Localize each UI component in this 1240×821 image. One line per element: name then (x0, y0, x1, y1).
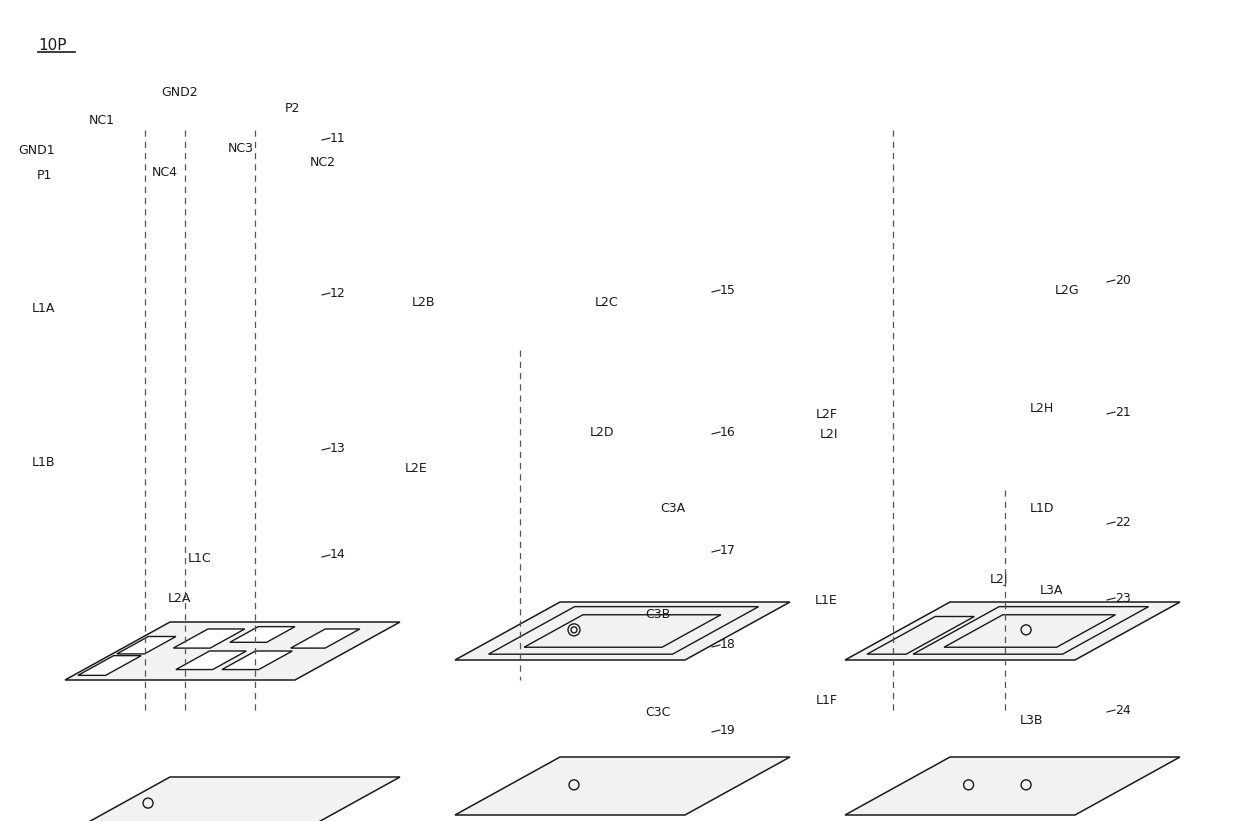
Text: L2F: L2F (816, 409, 838, 421)
Text: L2J: L2J (990, 574, 1008, 586)
Text: L2H: L2H (1030, 401, 1054, 415)
Text: 20: 20 (1115, 273, 1131, 287)
Text: L3B: L3B (1021, 713, 1044, 727)
Polygon shape (455, 602, 790, 660)
Polygon shape (455, 757, 790, 815)
Text: P2: P2 (285, 102, 300, 114)
Polygon shape (64, 622, 401, 680)
Text: L1F: L1F (816, 694, 838, 707)
Polygon shape (117, 636, 176, 654)
Text: L1C: L1C (188, 552, 212, 565)
Text: NC1: NC1 (89, 113, 115, 126)
Polygon shape (176, 651, 247, 670)
Text: 14: 14 (330, 548, 346, 562)
Polygon shape (844, 602, 1180, 660)
Polygon shape (114, 796, 157, 810)
Text: 12: 12 (330, 287, 346, 300)
Text: 24: 24 (1115, 704, 1131, 717)
Text: 23: 23 (1115, 591, 1131, 604)
Text: NC3: NC3 (228, 141, 254, 154)
Text: 18: 18 (720, 639, 735, 652)
Text: 16: 16 (720, 425, 735, 438)
Polygon shape (844, 757, 1180, 815)
Text: L2C: L2C (595, 296, 619, 309)
Text: L3A: L3A (1040, 584, 1064, 597)
Text: L2I: L2I (820, 429, 838, 442)
Text: L2D: L2D (590, 425, 615, 438)
Polygon shape (222, 651, 293, 670)
Text: L1E: L1E (815, 594, 838, 607)
Text: NC4: NC4 (153, 166, 179, 178)
Text: L2A: L2A (167, 591, 191, 604)
Text: GND2: GND2 (161, 85, 198, 99)
Text: L2B: L2B (412, 296, 435, 309)
Text: L2G: L2G (1055, 283, 1080, 296)
Polygon shape (174, 629, 244, 648)
Text: 22: 22 (1115, 516, 1131, 529)
Text: NC2: NC2 (310, 155, 336, 168)
Text: GND1: GND1 (19, 144, 55, 157)
Text: C3B: C3B (645, 608, 671, 621)
Text: L1A: L1A (32, 301, 55, 314)
Text: 10P: 10P (38, 38, 67, 53)
Text: P1: P1 (37, 168, 52, 181)
Text: L1B: L1B (31, 456, 55, 470)
Polygon shape (64, 777, 401, 821)
Polygon shape (78, 656, 141, 676)
Text: 11: 11 (330, 131, 346, 144)
Text: L1D: L1D (1030, 502, 1054, 515)
Text: 21: 21 (1115, 406, 1131, 419)
Text: 15: 15 (720, 283, 735, 296)
Text: C3A: C3A (660, 502, 686, 515)
Polygon shape (290, 629, 360, 648)
Text: C3C: C3C (645, 705, 671, 718)
Text: 13: 13 (330, 442, 346, 455)
Text: 19: 19 (720, 723, 735, 736)
Text: L2E: L2E (405, 461, 428, 475)
Polygon shape (229, 626, 295, 642)
Text: 17: 17 (720, 544, 735, 557)
